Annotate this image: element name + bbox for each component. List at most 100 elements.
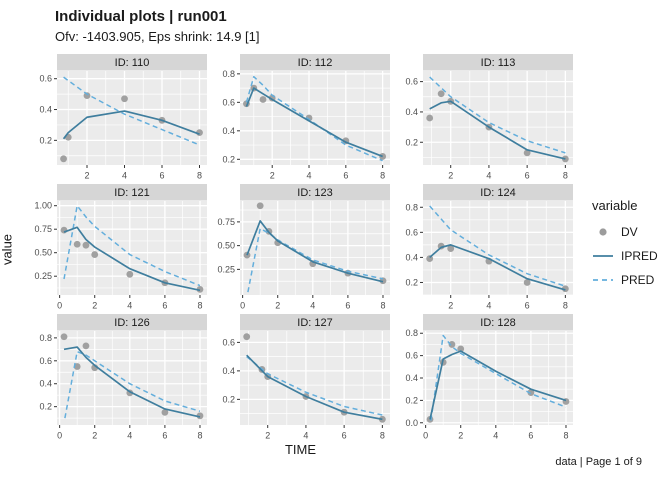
y-tick-label: 0.50 [34,248,52,258]
y-tick-label: 0.2 [222,394,235,404]
dv-point [378,415,386,423]
y-tick-label: 0.6 [222,337,235,347]
x-tick-label: 6 [162,301,167,311]
dv-point [121,95,128,103]
x-tick-label: 4 [310,301,315,311]
x-tick-label: 0 [57,431,62,441]
x-tick-label: 4 [127,431,132,441]
pred-line [430,334,567,421]
ipred-line [429,350,567,420]
dv-point [60,333,68,341]
pred-line-symbol [592,273,614,287]
dv-point [437,90,445,98]
facet: ID: 112 2 4 6 8 0.2 0.4 0.6 0.8 [222,54,390,181]
x-tick-label: 0 [57,301,62,311]
dv-point [60,155,67,163]
facet: ID: 124 2 4 6 8 0.2 0.4 0.6 0.8 [405,184,573,311]
facet-panel-bg [423,201,573,295]
facet-strip-label: ID: 110 [115,57,150,69]
x-tick-label: 8 [380,301,385,311]
facet-strip [240,54,390,71]
ipred-line [246,354,383,421]
y-tick-label: 0.8 [405,202,418,212]
facet-strip [57,54,207,71]
facet-strip-label: ID: 121 [114,187,149,199]
facet-strip [423,184,573,201]
legend-title: variable [592,198,638,213]
legend-entry-ipred: IPRED [592,247,658,264]
x-tick-label: 2 [458,431,463,441]
page-subtitle: Ofv: -1403.905, Eps shrink: 14.9 [1] [55,29,260,44]
x-tick-label: 4 [122,171,127,181]
y-tick-label: 0.0 [405,418,418,428]
ipred-line [63,346,201,418]
ipred-line [246,220,384,283]
y-tick-label: 0.6 [405,351,418,361]
y-tick-label: 0.8 [222,69,235,79]
ipred-line [429,244,566,291]
x-tick-label: 4 [127,301,132,311]
facet-strip-label: ID: 128 [480,317,515,329]
dv-point [126,270,134,278]
y-tick-label: 0.8 [405,328,418,338]
x-tick-label: 4 [493,431,498,441]
pred-line [429,205,566,287]
facet-strip [57,184,207,201]
x-tick-label: 2 [92,301,97,311]
facet-panel-bg [240,201,390,295]
x-tick-label: 8 [197,301,202,311]
x-tick-label: 6 [162,431,167,441]
x-tick-label: 8 [563,431,568,441]
facet-strip [240,184,390,201]
pred-line [429,76,566,154]
facet: ID: 123 0 2 4 6 8 0.25 0.50 0.75 [217,184,390,311]
dv-point [527,389,535,396]
dv-point [561,285,569,293]
dv-point [73,240,81,248]
y-tick-label: 0.2 [405,137,418,147]
dv-point [60,226,68,234]
x-tick-label: 8 [380,171,385,181]
facet: ID: 110 2 4 6 8 0.2 0.4 0.6 [39,54,207,181]
legend-entry-dv: DV [592,223,658,240]
y-tick-label: 0.6 [222,97,235,107]
facet: ID: 126 0 2 4 6 8 0.2 0.4 0.6 0.8 [39,314,207,441]
facet-strip [423,54,573,71]
y-tick-label: 0.75 [217,217,235,227]
x-tick-label: 4 [486,171,491,181]
y-tick-label: 0.2 [222,154,235,164]
dv-point [83,92,91,100]
y-axis-label: value [0,233,15,266]
facet-strip-label: ID: 124 [480,187,515,199]
x-tick-label: 2 [448,171,453,181]
x-tick-label: 0 [240,301,245,311]
facet-panel-bg [57,331,207,425]
facet-strip-label: ID: 127 [297,317,332,329]
dv-point [523,279,531,286]
dv-point [447,245,455,253]
dv-point [196,412,204,420]
x-tick-label: 6 [342,431,347,441]
x-tick-label: 2 [92,431,97,441]
facet-strip [423,314,573,331]
y-tick-label: 0.4 [405,107,418,117]
x-tick-label: 2 [275,301,280,311]
y-tick-label: 0.25 [34,271,52,281]
dv-point [243,251,251,259]
pred-line [63,76,200,146]
facet-strip [240,314,390,331]
facet-strip [57,314,207,331]
y-tick-label: 0.25 [217,264,235,274]
y-tick-label: 0.2 [405,395,418,405]
facet: ID: 127 2 4 6 8 0.2 0.4 0.6 [222,314,390,441]
facet-panel-bg [240,331,390,425]
legend-entry-label-dv: DV [621,224,638,239]
x-tick-label: 4 [307,171,312,181]
dv-point [243,333,251,341]
y-tick-label: 0.50 [217,241,235,251]
facet-grid: ID: 110 2 4 6 8 0.2 0.4 0.6 ID: 112 2 4 6 8 0.2 0.4 0.6… [26,54,575,443]
dv-point [259,96,267,103]
x-tick-label: 4 [486,301,491,311]
x-tick-label: 8 [197,171,202,181]
x-tick-label: 6 [528,431,533,441]
